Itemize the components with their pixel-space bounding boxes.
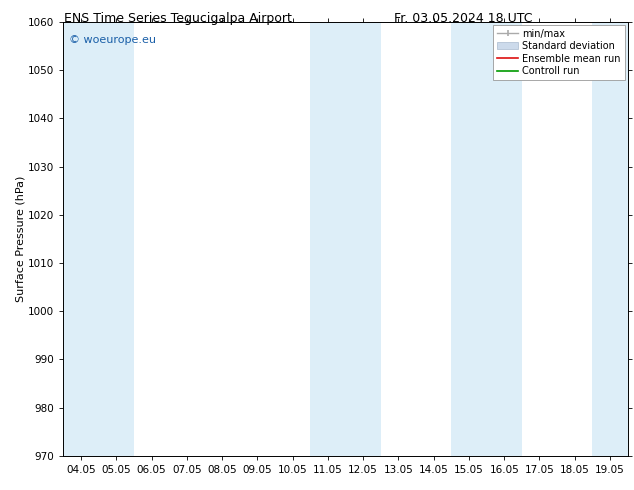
Title: ENS Time Series Tegucigalpa Airport        Fr. 03.05.2024 18 UTC: ENS Time Series Tegucigalpa Airport Fr. … [0,489,1,490]
Bar [592,22,628,456]
Bar [63,22,134,456]
Y-axis label: Surface Pressure (hPa): Surface Pressure (hPa) [15,176,25,302]
Legend: min/max, Standard deviation, Ensemble mean run, Controll run: min/max, Standard deviation, Ensemble me… [493,25,624,80]
Text: ENS Time Series Tegucigalpa Airport: ENS Time Series Tegucigalpa Airport [63,12,292,25]
Text: Fr. 03.05.2024 18 UTC: Fr. 03.05.2024 18 UTC [394,12,532,25]
Bar [451,22,522,456]
Bar [310,22,381,456]
Text: © woeurope.eu: © woeurope.eu [69,35,156,45]
